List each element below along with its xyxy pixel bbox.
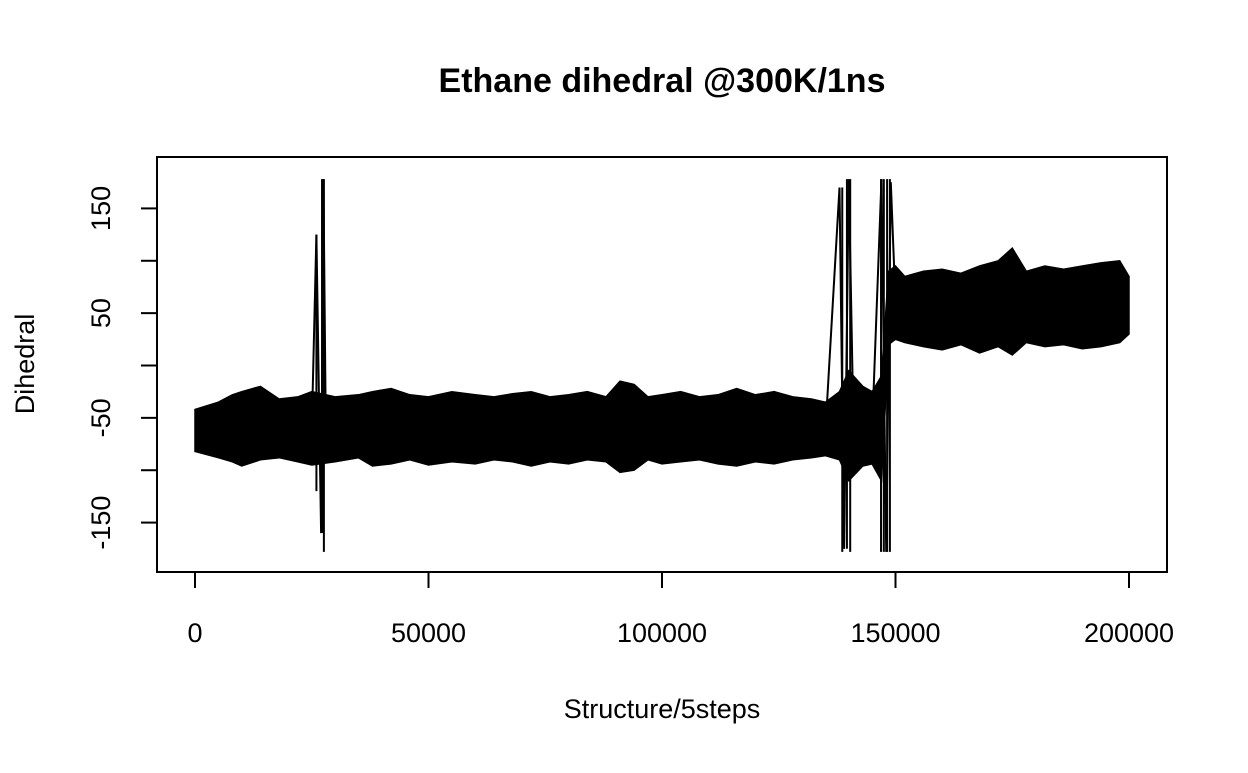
x-tick-label: 150000	[850, 618, 940, 648]
trace-band	[194, 247, 1130, 484]
x-axis-label: Structure/5steps	[564, 694, 761, 724]
y-tick-label: 50	[86, 298, 116, 328]
x-tick-label: 100000	[617, 618, 707, 648]
y-axis-label: Dihedral	[10, 314, 40, 415]
series-line	[194, 179, 1129, 552]
plot-area	[194, 179, 1130, 552]
x-tick-label: 200000	[1084, 618, 1174, 648]
chart-title: Ethane dihedral @300K/1ns	[439, 62, 886, 100]
y-tick-label: 150	[86, 186, 116, 231]
y-tick-label: -50	[86, 398, 116, 437]
y-tick-label: -150	[86, 496, 116, 550]
plot-frame	[156, 156, 1168, 573]
x-tick-label: 0	[187, 618, 202, 648]
x-tick-label: 50000	[391, 618, 466, 648]
axes: 0 50000 100000 150000 200000 -150 -50 50 150	[86, 156, 1174, 648]
